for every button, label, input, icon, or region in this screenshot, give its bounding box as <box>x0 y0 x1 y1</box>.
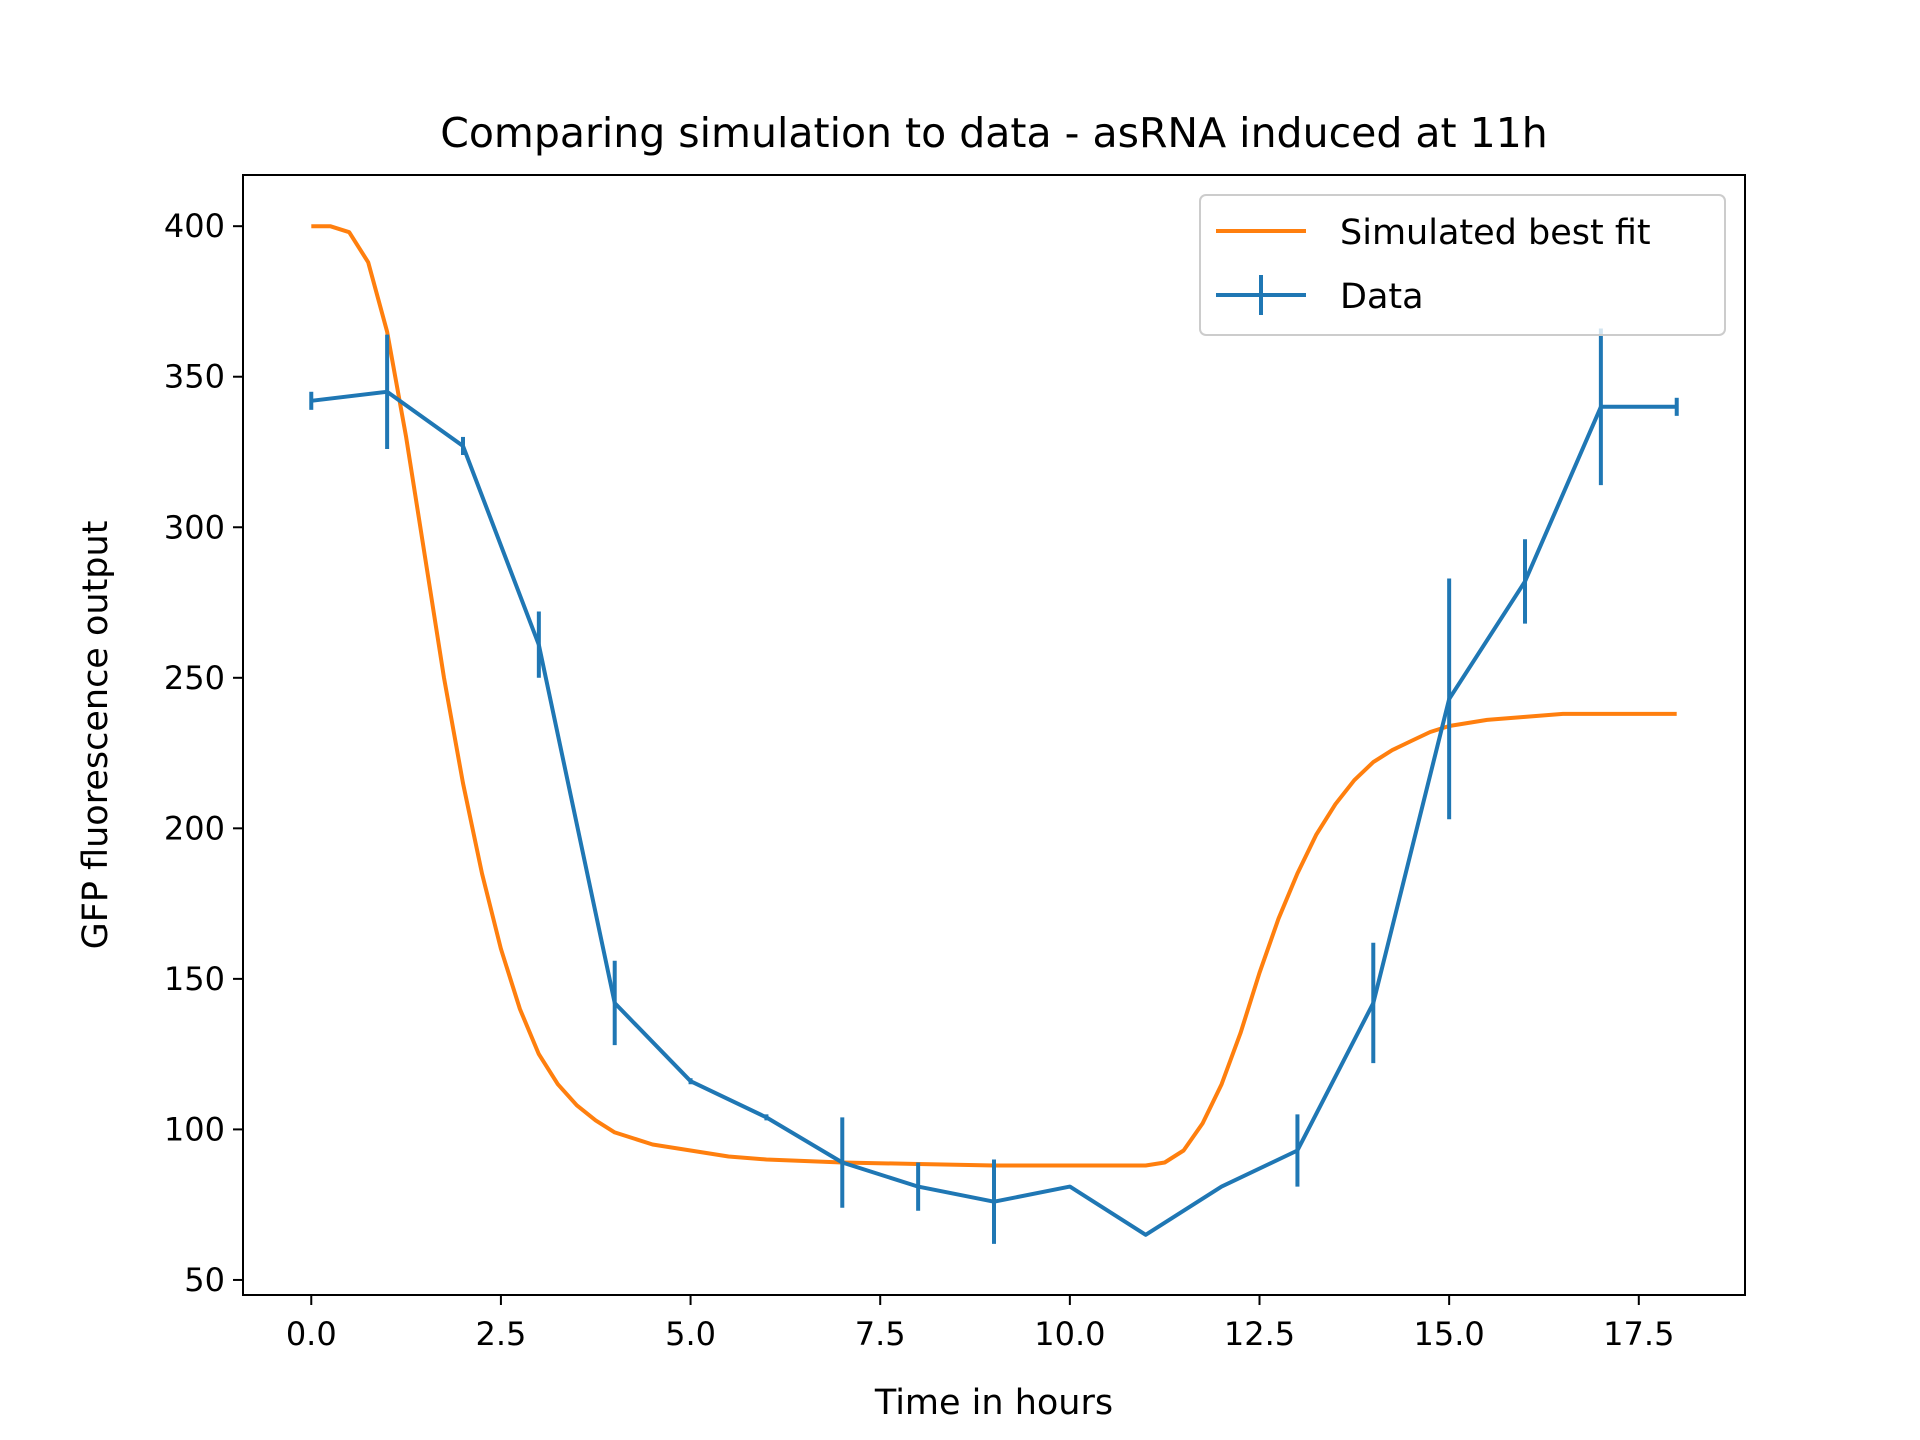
y-tick-label: 50 <box>184 1261 225 1299</box>
x-tick-label: 15.0 <box>1414 1315 1485 1353</box>
x-tick-label: 7.5 <box>855 1315 906 1353</box>
x-tick-label: 10.0 <box>1034 1315 1105 1353</box>
legend-label-simulated: Simulated best fit <box>1340 213 1651 253</box>
legend-box <box>1199 194 1726 336</box>
x-axis: 0.0 2.5 5.0 7.5 10.0 12.5 15.0 17.5 <box>286 1295 1674 1353</box>
y-tick-label: 400 <box>164 207 225 245</box>
axes-frame <box>242 174 1746 1296</box>
x-axis-label: Time in hours <box>874 1383 1113 1423</box>
x-tick-label: 12.5 <box>1224 1315 1295 1353</box>
y-tick-label: 200 <box>164 809 225 847</box>
y-tick-label: 150 <box>164 960 225 998</box>
y-tick-label: 250 <box>164 659 225 697</box>
x-tick-label: 2.5 <box>475 1315 526 1353</box>
chart-title: Comparing simulation to data - asRNA ind… <box>440 109 1548 157</box>
x-tick-label: 5.0 <box>665 1315 716 1353</box>
y-tick-label: 350 <box>164 358 225 396</box>
y-axis-label: GFP fluorescence output <box>76 521 116 950</box>
y-tick-label: 100 <box>164 1110 225 1148</box>
series-layer <box>309 224 1679 1244</box>
legend-label-data: Data <box>1340 277 1424 317</box>
legend: Simulated best fit Data <box>1199 194 1726 336</box>
y-tick-label: 300 <box>164 508 225 546</box>
x-tick-label: 17.5 <box>1603 1315 1674 1353</box>
plot-area <box>242 174 1746 1296</box>
y-axis: 50 100 150 200 250 300 350 400 <box>164 207 243 1299</box>
x-tick-label: 0.0 <box>286 1315 337 1353</box>
